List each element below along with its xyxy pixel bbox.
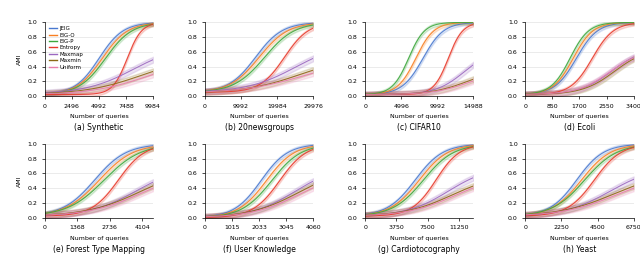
Title: (h) Yeast: (h) Yeast — [563, 245, 596, 254]
X-axis label: Number of queries: Number of queries — [550, 114, 609, 119]
X-axis label: Number of queries: Number of queries — [230, 236, 289, 241]
Y-axis label: AMI: AMI — [17, 175, 22, 187]
Y-axis label: AMI: AMI — [17, 53, 22, 65]
Title: (c) CIFAR10: (c) CIFAR10 — [397, 123, 441, 133]
Title: (f) User Knowledge: (f) User Knowledge — [223, 245, 296, 254]
Title: (d) Ecoli: (d) Ecoli — [564, 123, 595, 133]
X-axis label: Number of queries: Number of queries — [70, 114, 128, 119]
Title: (e) Forest Type Mapping: (e) Forest Type Mapping — [53, 245, 145, 254]
Title: (b) 20newsgroups: (b) 20newsgroups — [225, 123, 294, 133]
X-axis label: Number of queries: Number of queries — [550, 236, 609, 241]
X-axis label: Number of queries: Number of queries — [390, 236, 449, 241]
X-axis label: Number of queries: Number of queries — [390, 114, 449, 119]
X-axis label: Number of queries: Number of queries — [70, 236, 128, 241]
Title: (a) Synthetic: (a) Synthetic — [74, 123, 124, 133]
X-axis label: Number of queries: Number of queries — [230, 114, 289, 119]
Legend: JEIG, EIG-O, EIG-P, Entropy, Maxmap, Maxmin, Uniform: JEIG, EIG-O, EIG-P, Entropy, Maxmap, Max… — [47, 25, 84, 71]
Title: (g) Cardiotocography: (g) Cardiotocography — [378, 245, 460, 254]
